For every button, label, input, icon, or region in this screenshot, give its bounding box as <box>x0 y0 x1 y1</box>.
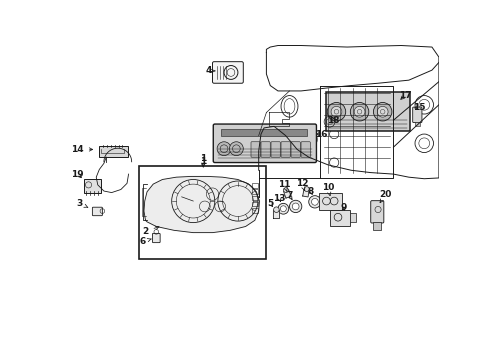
FancyBboxPatch shape <box>329 210 349 226</box>
Text: 11: 11 <box>277 180 290 192</box>
Circle shape <box>280 206 285 212</box>
Text: 19: 19 <box>71 170 84 179</box>
Circle shape <box>273 207 279 212</box>
Text: 3: 3 <box>76 199 88 208</box>
Text: 1: 1 <box>200 154 206 167</box>
Circle shape <box>277 203 288 214</box>
FancyBboxPatch shape <box>318 193 341 210</box>
FancyBboxPatch shape <box>221 130 306 136</box>
FancyBboxPatch shape <box>99 147 127 157</box>
Circle shape <box>289 200 301 213</box>
Text: 16: 16 <box>314 130 326 139</box>
Text: 10: 10 <box>321 184 333 196</box>
FancyBboxPatch shape <box>84 179 101 193</box>
FancyBboxPatch shape <box>250 142 260 157</box>
Text: 15: 15 <box>412 103 424 112</box>
Text: 17: 17 <box>398 91 410 100</box>
FancyBboxPatch shape <box>213 124 316 163</box>
Polygon shape <box>302 189 308 197</box>
Circle shape <box>217 142 230 156</box>
Text: 8: 8 <box>307 186 314 195</box>
Text: 14: 14 <box>71 145 92 154</box>
Text: 18: 18 <box>326 116 339 125</box>
FancyBboxPatch shape <box>301 142 310 157</box>
FancyBboxPatch shape <box>261 142 270 157</box>
Polygon shape <box>143 176 259 233</box>
Circle shape <box>292 203 299 210</box>
FancyBboxPatch shape <box>370 201 383 223</box>
FancyBboxPatch shape <box>349 213 356 222</box>
FancyBboxPatch shape <box>281 142 290 157</box>
Text: 6: 6 <box>139 237 151 246</box>
Text: 4: 4 <box>205 66 214 75</box>
Circle shape <box>229 142 243 156</box>
Text: 12: 12 <box>295 179 307 191</box>
FancyBboxPatch shape <box>290 142 300 157</box>
Circle shape <box>283 188 288 193</box>
Text: 9: 9 <box>340 203 346 212</box>
Circle shape <box>349 103 368 121</box>
Text: 1: 1 <box>200 157 206 166</box>
Circle shape <box>373 103 391 121</box>
Polygon shape <box>283 190 290 198</box>
Circle shape <box>311 198 318 205</box>
FancyBboxPatch shape <box>92 207 102 216</box>
Circle shape <box>330 106 341 117</box>
FancyBboxPatch shape <box>373 222 380 230</box>
FancyBboxPatch shape <box>414 122 419 126</box>
Polygon shape <box>273 210 279 218</box>
Text: 5: 5 <box>266 199 273 208</box>
Circle shape <box>326 103 345 121</box>
Circle shape <box>308 195 321 208</box>
Circle shape <box>377 106 387 117</box>
FancyBboxPatch shape <box>212 62 243 83</box>
Circle shape <box>304 186 308 192</box>
Text: 2: 2 <box>142 226 159 235</box>
FancyBboxPatch shape <box>152 233 160 243</box>
Text: 13: 13 <box>273 194 285 203</box>
Text: 7: 7 <box>286 191 292 200</box>
FancyBboxPatch shape <box>270 142 280 157</box>
FancyBboxPatch shape <box>325 93 409 131</box>
Text: 20: 20 <box>379 190 391 203</box>
FancyBboxPatch shape <box>412 107 421 122</box>
Circle shape <box>353 106 364 117</box>
